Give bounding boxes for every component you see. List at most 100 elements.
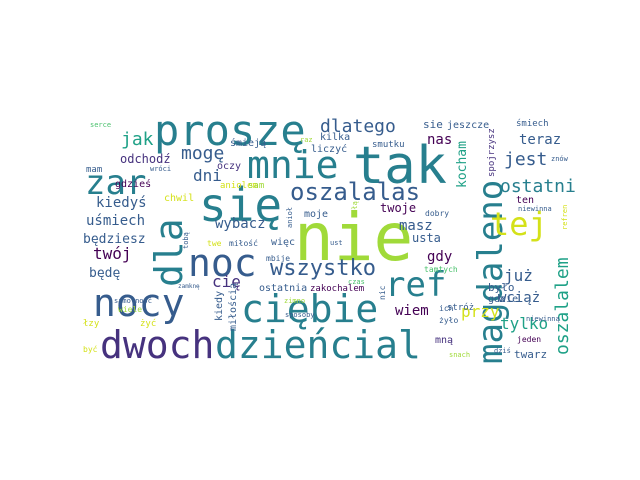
word: wszystko (270, 256, 376, 281)
word: nie (294, 199, 414, 276)
word: przy (461, 302, 500, 321)
word: sposoby (285, 311, 315, 319)
word: się (199, 178, 283, 232)
word: kiedyś (96, 195, 147, 211)
word: gdzie (488, 294, 519, 305)
word: wiem (395, 303, 429, 319)
word: już (504, 266, 533, 285)
word: ostatni (500, 176, 576, 197)
word: dziś (494, 347, 511, 355)
word: snach (449, 351, 471, 359)
word: aniolem (220, 181, 258, 191)
word: jeszcze (447, 120, 490, 131)
word: wciąż (498, 290, 541, 306)
word: więc (271, 237, 296, 248)
word: tobą (182, 232, 190, 249)
word: raz (300, 136, 313, 144)
word: nas (427, 132, 453, 148)
word: twój (93, 244, 132, 263)
word: smutku (372, 140, 405, 150)
word: żyło (439, 316, 459, 325)
word: sam (248, 181, 265, 191)
word: teraz (519, 132, 562, 148)
word: ostatnia (259, 283, 308, 294)
word: oszalalas (290, 178, 421, 206)
word: uśmiech (86, 213, 146, 229)
word: wybacz (215, 216, 266, 232)
word: gdzieś (115, 179, 152, 190)
word: zar (85, 163, 147, 203)
word: spojrzysz (487, 128, 497, 177)
word: serce (90, 121, 112, 129)
word: anioł (286, 206, 294, 228)
word: tylko (500, 314, 549, 333)
word: było (488, 281, 515, 294)
word: cię (212, 272, 241, 291)
word: być (83, 345, 98, 354)
word: dlatego (320, 116, 396, 137)
word: mnie (247, 143, 339, 187)
word: tamtych (424, 265, 458, 274)
word: zimno (284, 297, 306, 305)
word: śmieją (230, 138, 267, 149)
word: wróci (150, 165, 172, 173)
word: ref (385, 265, 447, 305)
word: dwoch (100, 323, 215, 367)
word: jeden (517, 335, 542, 344)
word: noc (188, 241, 257, 285)
word: czas (348, 278, 365, 286)
word: odchodź (120, 152, 171, 166)
word: masz (399, 218, 433, 234)
word: całą (351, 201, 359, 218)
word: kiedy (214, 290, 225, 321)
word: samotność (114, 297, 152, 305)
word: miłością (228, 282, 239, 331)
word: gdy (427, 249, 453, 265)
word: żyć (140, 319, 157, 329)
word: będę (89, 266, 121, 281)
word: jest (504, 149, 548, 170)
word: refren (561, 204, 569, 230)
word: mną (435, 335, 454, 346)
word: ciębie (241, 287, 379, 331)
word: twe (207, 239, 222, 248)
word: sie (423, 118, 443, 131)
word: zakochalem (310, 284, 365, 294)
word: dni (193, 166, 222, 185)
word: niewinną (526, 315, 560, 323)
word: dobry (425, 209, 450, 218)
word: dla (147, 218, 191, 287)
word: będziesz (83, 232, 146, 247)
word: zamknę (178, 283, 200, 290)
word: moje (304, 209, 329, 220)
word: jak (121, 129, 154, 150)
word: twarz (514, 348, 548, 361)
word: śmiech (516, 119, 549, 129)
word: tak (353, 136, 447, 196)
word: chwil (164, 193, 195, 204)
word: wiele (118, 305, 143, 314)
word: nic (378, 285, 387, 300)
word: mbije (266, 254, 291, 263)
word: nocy (93, 281, 185, 325)
word: liczyć (311, 144, 348, 155)
word: znów (551, 155, 568, 163)
word: stróż (447, 303, 475, 313)
word: usta (412, 231, 441, 245)
word: oszalalem (552, 257, 573, 355)
word: ust (330, 239, 343, 247)
word: niewinna (518, 205, 552, 213)
word: dzieńcial (215, 323, 421, 367)
word: kilka (320, 132, 351, 143)
word: ich (439, 304, 454, 313)
word: mogę (181, 143, 225, 164)
word: tej (490, 205, 548, 243)
word: kocham (455, 141, 470, 188)
word: oczy (217, 161, 242, 172)
word: proszę (154, 106, 306, 155)
word: ten (516, 195, 535, 206)
word: mam (86, 165, 103, 175)
word: miłość (229, 239, 258, 248)
word: łzy (83, 319, 100, 329)
